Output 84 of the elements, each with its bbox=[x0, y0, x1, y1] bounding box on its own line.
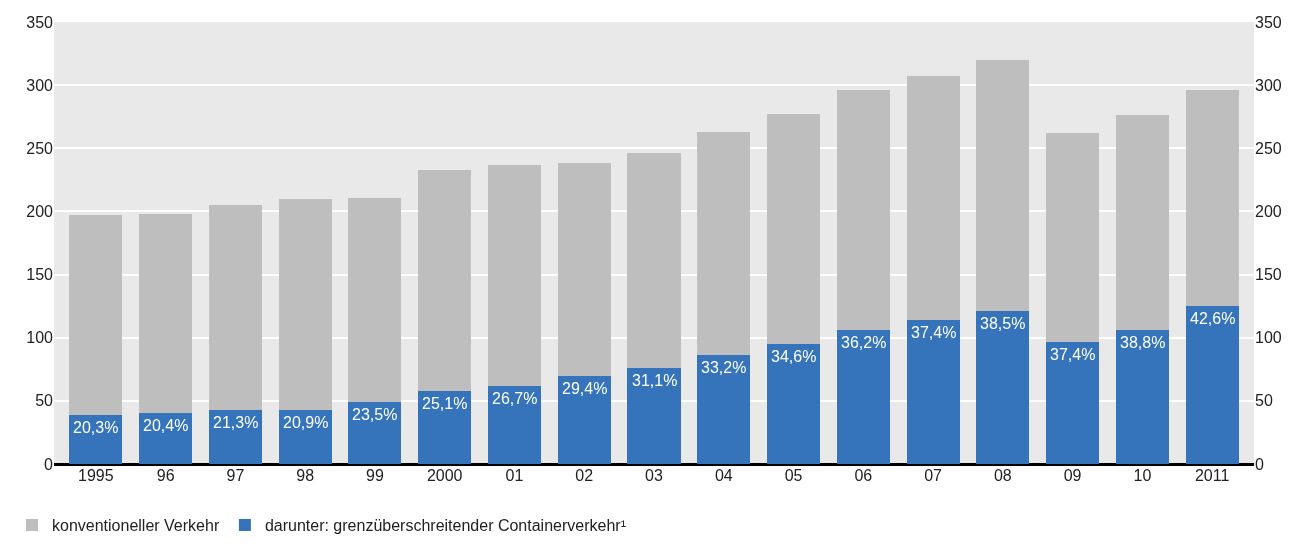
bar bbox=[557, 163, 611, 376]
y2-tick-label: 0 bbox=[1255, 455, 1264, 473]
legend-label: darunter: grenzüberschreitender Containerverkehr¹ bbox=[264, 517, 626, 535]
annotation: 25,1% bbox=[422, 395, 468, 412]
bar bbox=[208, 409, 262, 464]
annotation: 38,5% bbox=[980, 315, 1026, 332]
bar bbox=[278, 198, 332, 410]
bar bbox=[418, 169, 472, 391]
x-tick-label: 98 bbox=[296, 467, 315, 484]
x-tick-label: 09 bbox=[1063, 467, 1082, 484]
x-tick-label: 10 bbox=[1133, 467, 1152, 484]
bar bbox=[487, 164, 541, 386]
y2-tick-label: 50 bbox=[1255, 392, 1273, 410]
bar bbox=[557, 375, 611, 464]
y2-tick-label: 100 bbox=[1255, 329, 1282, 347]
bar bbox=[906, 320, 960, 464]
annotation: 21,3% bbox=[213, 414, 259, 431]
bar bbox=[487, 385, 541, 464]
annotation: 42,6% bbox=[1190, 310, 1236, 327]
x-tick-label: 2011 bbox=[1194, 467, 1230, 484]
y-tick-label: 100 bbox=[26, 329, 54, 347]
x-tick-label: 04 bbox=[714, 467, 733, 484]
bar bbox=[836, 330, 890, 464]
bar bbox=[1115, 330, 1169, 464]
bar bbox=[69, 215, 123, 415]
x-tick-label: 02 bbox=[575, 467, 594, 484]
bar bbox=[139, 213, 193, 414]
bar bbox=[976, 311, 1030, 464]
bar bbox=[1046, 133, 1100, 342]
y2-tick-label: 150 bbox=[1255, 266, 1282, 284]
bar bbox=[906, 76, 960, 321]
bar bbox=[1185, 90, 1239, 307]
y2-tick-label: 250 bbox=[1255, 139, 1282, 157]
bar bbox=[139, 413, 193, 464]
x-tick-label: 01 bbox=[505, 467, 524, 484]
bar bbox=[1185, 306, 1239, 464]
annotation: 38,8% bbox=[1120, 334, 1166, 351]
bar bbox=[208, 205, 262, 410]
annotation: 31,1% bbox=[632, 372, 678, 389]
annotation: 33,2% bbox=[701, 359, 747, 376]
x-tick-label: 03 bbox=[645, 467, 663, 484]
bar bbox=[767, 344, 821, 464]
bar bbox=[418, 390, 472, 464]
bar bbox=[836, 90, 890, 331]
y-tick-label: 250 bbox=[26, 139, 54, 157]
annotation: 23,5% bbox=[352, 406, 398, 423]
annotation: 36,2% bbox=[841, 334, 887, 351]
bar bbox=[627, 153, 681, 369]
annotation: 26,7% bbox=[492, 390, 538, 407]
y2-tick-label: 200 bbox=[1255, 203, 1282, 221]
bar bbox=[1115, 115, 1169, 331]
y-tick-label: 0 bbox=[44, 455, 54, 473]
annotation: 34,6% bbox=[771, 348, 817, 365]
x-tick-label: 05 bbox=[784, 467, 803, 484]
x-tick-label: 06 bbox=[854, 467, 873, 484]
annotation: 37,4% bbox=[911, 324, 957, 341]
bar bbox=[697, 355, 751, 464]
bar bbox=[627, 368, 681, 464]
y-tick-label: 300 bbox=[26, 76, 54, 94]
bar bbox=[767, 114, 821, 345]
x-tick-label: 08 bbox=[993, 467, 1012, 484]
x-tick-label: 07 bbox=[924, 467, 943, 484]
annotation: 20,9% bbox=[283, 414, 329, 431]
annotation: 37,4% bbox=[1050, 346, 1096, 363]
bar bbox=[976, 59, 1030, 312]
bar bbox=[348, 197, 402, 403]
annotation: 20,3% bbox=[73, 419, 119, 436]
annotation: 20,4% bbox=[143, 417, 189, 434]
x-tick-label: 96 bbox=[156, 467, 175, 484]
bar bbox=[697, 131, 751, 356]
y2-tick-label: 300 bbox=[1255, 76, 1282, 94]
annotation: 29,4% bbox=[562, 380, 608, 397]
y-tick-label: 150 bbox=[26, 266, 54, 284]
x-tick-label: 1995 bbox=[78, 467, 114, 484]
y-tick-label: 350 bbox=[26, 13, 54, 31]
y-tick-label: 200 bbox=[26, 203, 54, 221]
bar bbox=[1046, 341, 1100, 464]
legend-label: konventioneller Verkehr bbox=[52, 517, 220, 535]
y2-tick-label: 350 bbox=[1255, 13, 1282, 31]
x-tick-label: 99 bbox=[366, 467, 384, 484]
bar bbox=[348, 402, 402, 464]
x-tick-label: 97 bbox=[226, 467, 245, 484]
x-tick-label: 2000 bbox=[426, 467, 463, 484]
y-tick-label: 50 bbox=[35, 392, 54, 410]
